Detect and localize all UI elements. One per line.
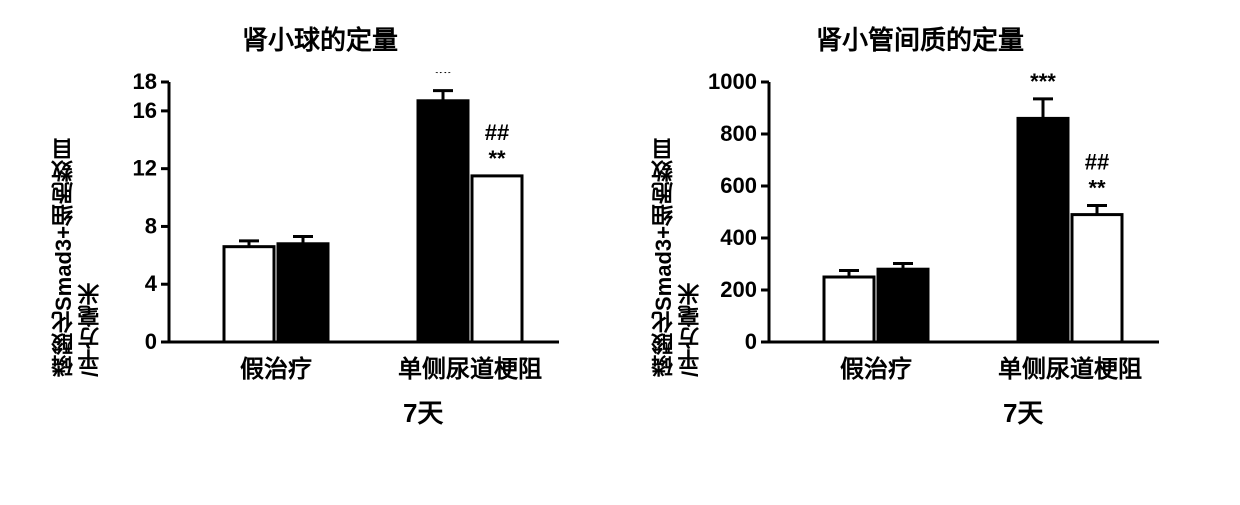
sig-marker: ** (435, 72, 453, 86)
xcat-label: 单侧尿道梗阻 (998, 355, 1142, 383)
bar (878, 269, 928, 342)
ytick-label: 16 (133, 98, 157, 123)
sublabel: 7天 (403, 398, 443, 428)
panel-title: 肾小球的定量 (242, 20, 398, 57)
ylabel: 磷酸化Smad3+细胞数目/平方毫米 (51, 138, 104, 377)
ytick-label: 800 (721, 121, 758, 146)
panel-title: 肾小管间质的定量 (816, 20, 1024, 57)
bar (472, 176, 522, 342)
ytick-label: 200 (721, 277, 758, 302)
xcat-label: 单侧尿道梗阻 (398, 355, 542, 383)
ytick-label: 400 (721, 225, 758, 250)
chart-area: 048121618假治疗**##**单侧尿道梗阻7天 (109, 72, 589, 442)
ytick-label: 0 (745, 329, 757, 354)
bar (1072, 215, 1122, 342)
xcat-label: 假治疗 (240, 355, 312, 383)
sig-marker: ** (489, 146, 507, 171)
bar (224, 247, 274, 342)
ylabel: 磷酸化Smad3+细胞数目/平方毫米 (651, 138, 704, 377)
chart-panel: 肾小球的定量磷酸化Smad3+细胞数目/平方毫米048121618假治疗**##… (60, 20, 580, 442)
ytick-label: 1000 (709, 72, 757, 94)
ytick-label: 18 (133, 72, 157, 94)
bar (824, 277, 874, 342)
chart-area: 0 200 400 600 800 1000 假治疗 *** ##** 单侧尿道梗阻 7天 (709, 72, 1189, 442)
bar (1018, 118, 1068, 342)
sig-marker: *** (1031, 72, 1057, 94)
sig-marker: ## (1085, 150, 1109, 175)
sig-marker: ** (1089, 176, 1107, 201)
sublabel: 7天 (1003, 398, 1043, 428)
sig-marker: ## (485, 120, 509, 145)
xcat-label: 假治疗 (840, 355, 912, 383)
ytick-label: 0 (145, 329, 157, 354)
ytick-label: 12 (133, 156, 157, 181)
ytick-label: 8 (145, 213, 157, 238)
ytick-label: 4 (145, 271, 158, 296)
bar (278, 244, 328, 342)
bar (418, 101, 468, 342)
chart-panel: 肾小管间质的定量磷酸化Smad3+细胞数目/平方毫米02004006008001… (660, 20, 1180, 442)
ytick-label: 600 (721, 173, 758, 198)
